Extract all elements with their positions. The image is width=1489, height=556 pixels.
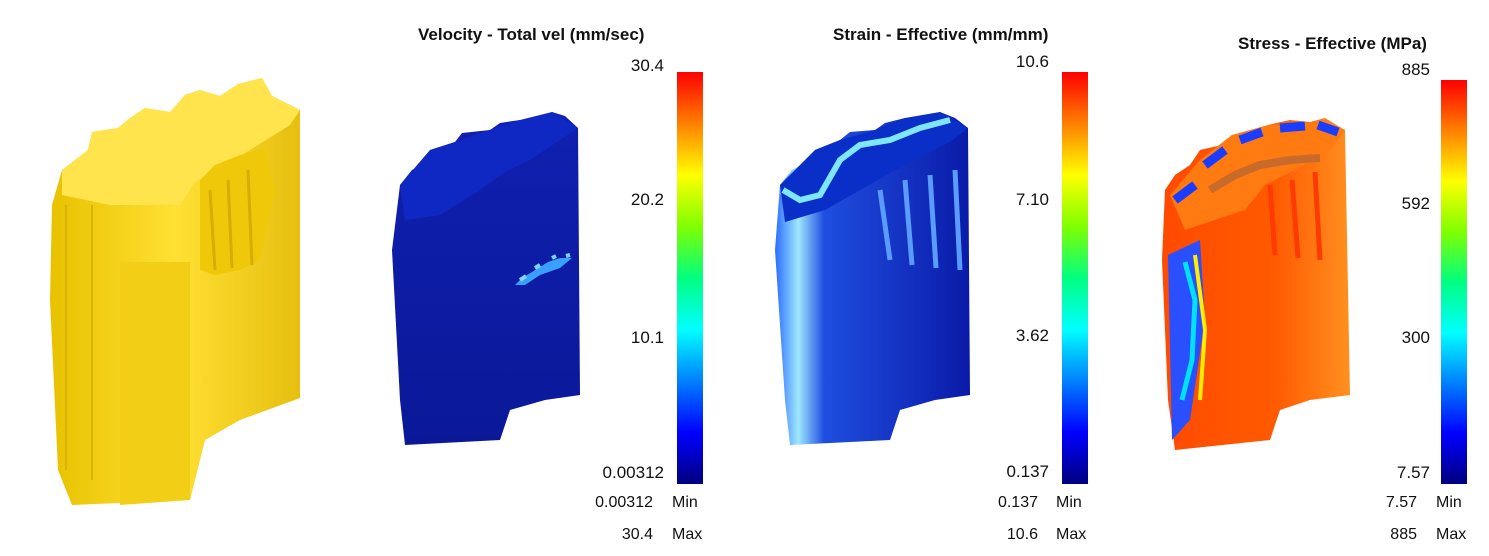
colorbar bbox=[1062, 72, 1088, 484]
legend-tick-3: 3.62 bbox=[1015, 326, 1049, 345]
gear-part-stress bbox=[1162, 118, 1350, 450]
legend-tick-min: 0.137 bbox=[1006, 462, 1049, 481]
legend-tick-3: 300 bbox=[1401, 328, 1430, 347]
legend-title: Velocity - Total vel (mm/sec) bbox=[418, 25, 645, 44]
legend-title: Strain - Effective (mm/mm) bbox=[833, 25, 1049, 44]
min-label: Min bbox=[1436, 494, 1462, 511]
legend-tick-2: 7.10 bbox=[1015, 190, 1049, 209]
colorbar bbox=[677, 72, 703, 484]
min-label: Min bbox=[1056, 494, 1082, 511]
min-value: 0.137 bbox=[997, 494, 1038, 511]
legend-tick-max: 30.4 bbox=[630, 56, 664, 75]
max-label: Max bbox=[672, 526, 703, 543]
max-value: 10.6 bbox=[1006, 526, 1038, 543]
gear-part-velocity bbox=[392, 112, 580, 445]
legend-tick-max: 10.6 bbox=[1015, 52, 1049, 71]
colorbar bbox=[1441, 80, 1467, 484]
legend-title: Stress - Effective (MPa) bbox=[1238, 34, 1427, 53]
max-label: Max bbox=[1436, 526, 1467, 543]
gear-part-plain bbox=[50, 78, 300, 505]
max-value: 885 bbox=[1390, 526, 1417, 543]
legend-tick-3: 10.1 bbox=[630, 328, 664, 347]
legend-tick-min: 7.57 bbox=[1396, 463, 1430, 482]
min-value: 0.00312 bbox=[595, 494, 653, 511]
min-value: 7.57 bbox=[1385, 494, 1417, 511]
legend-tick-2: 592 bbox=[1401, 194, 1430, 213]
legend-tick-min: 0.00312 bbox=[602, 463, 664, 482]
legend-tick-2: 20.2 bbox=[630, 190, 664, 209]
max-value: 30.4 bbox=[621, 526, 653, 543]
gear-part-strain bbox=[775, 112, 970, 445]
max-label: Max bbox=[1056, 526, 1087, 543]
min-label: Min bbox=[672, 494, 698, 511]
legend-tick-max: 885 bbox=[1401, 60, 1430, 79]
